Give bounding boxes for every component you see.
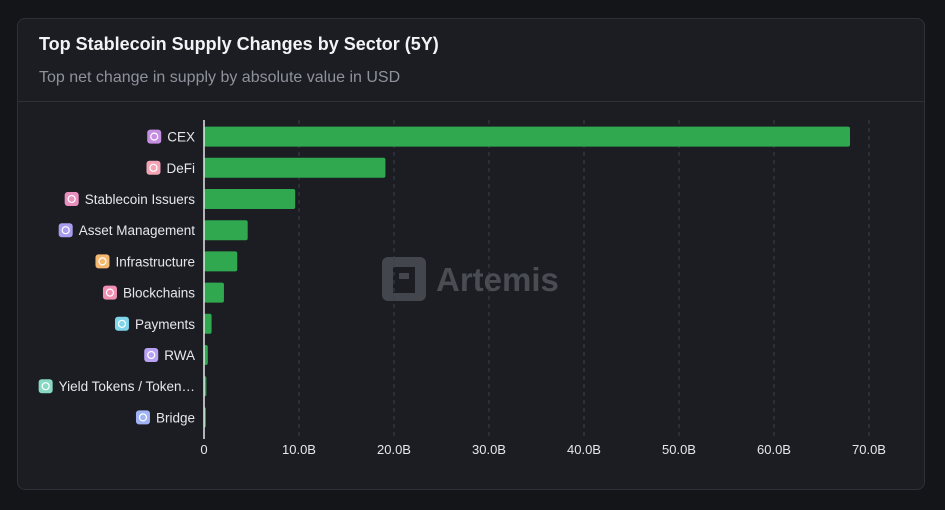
x-tick-label: 30.0B bbox=[472, 442, 506, 457]
rwa-icon bbox=[144, 348, 159, 362]
bar bbox=[204, 220, 248, 241]
category-label: Yield Tokens / Token… bbox=[59, 379, 195, 394]
yield-tokens-icon bbox=[38, 379, 53, 394]
category-label: Payments bbox=[135, 317, 195, 332]
infrastructure-icon-glyph bbox=[98, 257, 107, 266]
stablecoin-issuers-icon bbox=[64, 192, 79, 206]
category-label: Asset Management bbox=[79, 223, 196, 238]
cex-icon bbox=[147, 129, 162, 144]
blockchains-icon-glyph bbox=[105, 288, 115, 297]
artemis-logo-notch bbox=[399, 273, 409, 279]
payments-icon bbox=[114, 316, 129, 331]
asset-management-icon bbox=[58, 223, 73, 238]
chart-title: Top Stablecoin Supply Changes by Sector … bbox=[39, 34, 439, 54]
category-label: Stablecoin Issuers bbox=[85, 192, 196, 207]
blockchains-icon bbox=[102, 285, 117, 300]
category-label: DeFi bbox=[166, 161, 195, 176]
bar bbox=[204, 313, 212, 334]
x-tick-label: 20.0B bbox=[377, 442, 411, 457]
x-tick-label: 50.0B bbox=[662, 442, 696, 457]
x-tick-label: 60.0B bbox=[757, 442, 791, 457]
infrastructure-icon bbox=[95, 254, 110, 269]
artemis-watermark: Artemis bbox=[382, 257, 559, 301]
bridge-icon-glyph bbox=[138, 413, 148, 422]
x-tick-label: 40.0B bbox=[567, 442, 601, 457]
bar bbox=[204, 157, 386, 178]
yield-tokens-icon-glyph bbox=[41, 382, 50, 391]
defi-icon-glyph bbox=[149, 163, 158, 172]
artemis-watermark-text: Artemis bbox=[436, 261, 559, 298]
artemis-logo-inner bbox=[393, 267, 415, 293]
bar bbox=[204, 282, 224, 303]
cex-icon-glyph bbox=[150, 132, 159, 141]
header-divider bbox=[18, 101, 924, 102]
x-tick-label: 70.0B bbox=[852, 442, 886, 457]
x-tick-label: 10.0B bbox=[282, 442, 316, 457]
category-label: Blockchains bbox=[123, 286, 195, 301]
rwa-icon-glyph bbox=[147, 350, 156, 360]
category-label: RWA bbox=[164, 348, 195, 363]
bar-chart: Artemis CEX DeFi Stablecoin Issuers Asset Ma… bbox=[38, 120, 886, 457]
bridge-icon bbox=[135, 410, 150, 425]
category-label: Bridge bbox=[156, 410, 195, 425]
chart-subtitle: Top net change in supply by absolute val… bbox=[39, 69, 401, 86]
bar bbox=[204, 189, 296, 209]
category-label: CEX bbox=[167, 130, 195, 145]
chart-card: Top Stablecoin Supply Changes by Sector … bbox=[17, 18, 925, 490]
defi-icon bbox=[146, 160, 161, 175]
bar bbox=[204, 251, 238, 272]
bar bbox=[204, 126, 850, 147]
category-label: Infrastructure bbox=[115, 254, 195, 269]
bar bbox=[204, 345, 208, 365]
payments-icon-glyph bbox=[117, 319, 127, 328]
asset-management-icon-glyph bbox=[61, 226, 70, 235]
x-tick-label: 0 bbox=[200, 442, 207, 457]
stablecoin-issuers-icon-glyph bbox=[67, 194, 76, 204]
